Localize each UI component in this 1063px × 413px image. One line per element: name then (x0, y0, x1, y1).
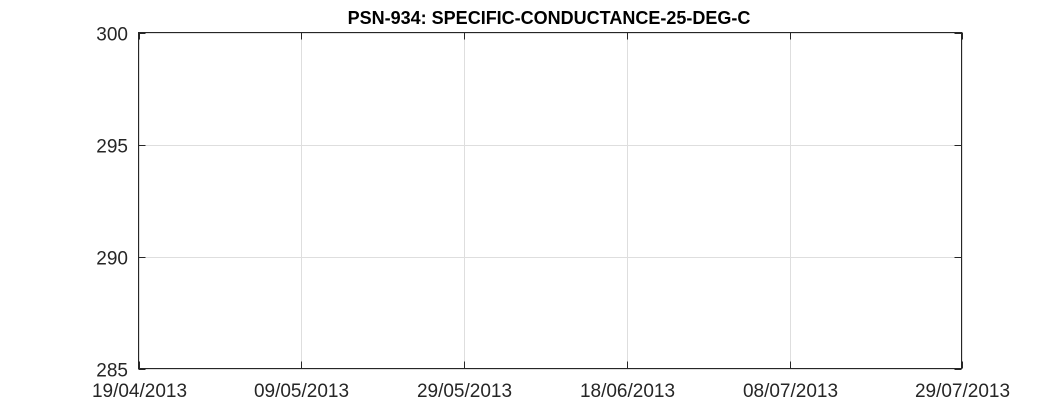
chart-title: PSN-934: SPECIFIC-CONDUCTANCE-25-DEG-C (348, 8, 751, 28)
y-tick-label: 290 (96, 249, 128, 270)
axis-ticks (138, 32, 963, 370)
x-tick-label: 29/07/2013 (915, 381, 1010, 402)
x-tick-label: 08/07/2013 (743, 381, 838, 402)
y-axis: 285 290 295 300 (96, 25, 128, 382)
x-tick-label: 29/05/2013 (417, 381, 512, 402)
plot-area (138, 32, 962, 369)
y-tick-label: 295 (96, 137, 128, 158)
x-tick-label: 19/04/2013 (92, 381, 187, 402)
y-tick-label: 285 (96, 361, 128, 382)
x-axis: 19/04/2013 09/05/2013 29/05/2013 18/06/2013… (92, 381, 1010, 402)
x-tick-label: 18/06/2013 (580, 381, 675, 402)
y-tick-label: 300 (96, 25, 128, 46)
x-tick-label: 09/05/2013 (254, 381, 349, 402)
grid (138, 32, 963, 370)
